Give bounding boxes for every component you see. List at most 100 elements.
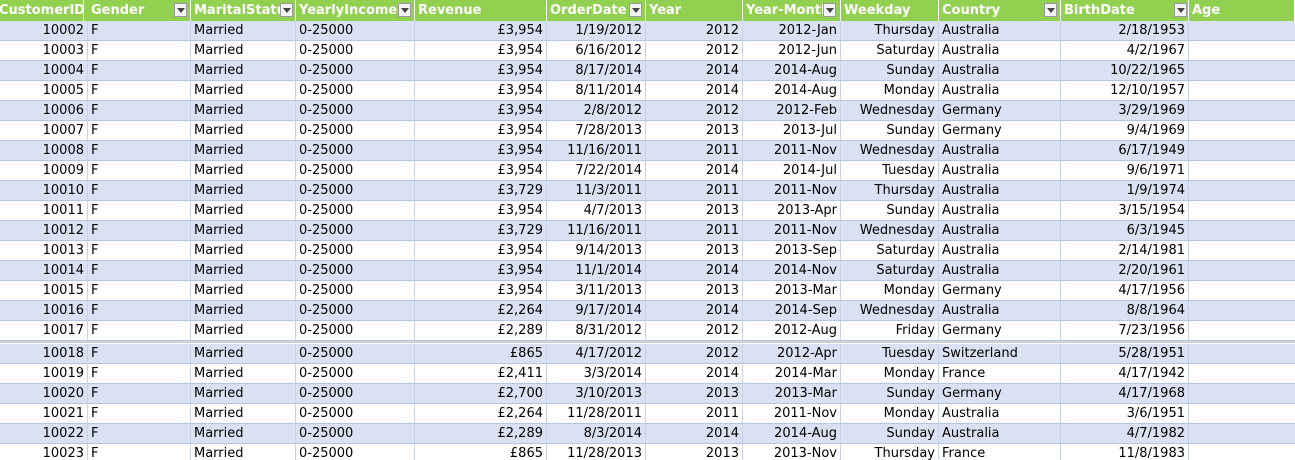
cell-maritalstatus[interactable]: Married [191, 404, 296, 424]
cell-gender[interactable]: F [88, 281, 191, 301]
cell-gender[interactable]: F [88, 101, 191, 121]
filter-dropdown-icon[interactable] [280, 3, 293, 17]
cell-year[interactable]: 2013 [646, 384, 743, 404]
cell-country[interactable]: Germany [939, 101, 1061, 121]
cell-gender[interactable]: F [88, 424, 191, 444]
cell-age[interactable] [1189, 161, 1295, 181]
cell-maritalstatus[interactable]: Married [191, 101, 296, 121]
cell-country[interactable]: Australia [939, 404, 1061, 424]
cell-age[interactable] [1189, 384, 1295, 404]
cell-yearlyincome[interactable]: 0-25000 [296, 364, 415, 384]
cell-orderdate[interactable]: 4/7/2013 [547, 201, 646, 221]
cell-orderdate[interactable]: 9/14/2013 [547, 241, 646, 261]
cell-age[interactable] [1189, 101, 1295, 121]
cell-country[interactable]: Switzerland [939, 344, 1061, 364]
cell-orderdate[interactable]: 8/17/2014 [547, 61, 646, 81]
cell-yearlyincome[interactable]: 0-25000 [296, 344, 415, 364]
cell-age[interactable] [1189, 21, 1295, 41]
cell-year-month[interactable]: 2014-Aug [743, 424, 841, 444]
cell-year-month[interactable]: 2014-Sep [743, 301, 841, 321]
cell-customerid[interactable]: 10008 [0, 141, 88, 161]
cell-year[interactable]: 2011 [646, 181, 743, 201]
cell-age[interactable] [1189, 41, 1295, 61]
cell-year-month[interactable]: 2012-Apr [743, 344, 841, 364]
cell-year-month[interactable]: 2011-Nov [743, 141, 841, 161]
cell-country[interactable]: Germany [939, 321, 1061, 341]
cell-country[interactable]: Australia [939, 301, 1061, 321]
cell-year[interactable]: 2014 [646, 81, 743, 101]
cell-gender[interactable]: F [88, 201, 191, 221]
cell-age[interactable] [1189, 201, 1295, 221]
cell-weekday[interactable]: Sunday [841, 61, 939, 81]
cell-gender[interactable]: F [88, 141, 191, 161]
cell-age[interactable] [1189, 301, 1295, 321]
cell-maritalstatus[interactable]: Married [191, 21, 296, 41]
cell-year[interactable]: 2014 [646, 61, 743, 81]
cell-birthdate[interactable]: 2/18/1953 [1061, 21, 1189, 41]
cell-revenue[interactable]: £3,954 [415, 161, 547, 181]
cell-country[interactable]: Australia [939, 41, 1061, 61]
cell-orderdate[interactable]: 8/3/2014 [547, 424, 646, 444]
cell-customerid[interactable]: 10004 [0, 61, 88, 81]
cell-birthdate[interactable]: 4/2/1967 [1061, 41, 1189, 61]
filter-dropdown-icon[interactable] [629, 3, 642, 17]
cell-weekday[interactable]: Wednesday [841, 141, 939, 161]
cell-gender[interactable]: F [88, 61, 191, 81]
cell-customerid[interactable]: 10006 [0, 101, 88, 121]
cell-orderdate[interactable]: 11/16/2011 [547, 221, 646, 241]
cell-birthdate[interactable]: 3/6/1951 [1061, 404, 1189, 424]
cell-year[interactable]: 2014 [646, 161, 743, 181]
cell-revenue[interactable]: £2,289 [415, 424, 547, 444]
cell-revenue[interactable]: £3,954 [415, 61, 547, 81]
cell-orderdate[interactable]: 3/11/2013 [547, 281, 646, 301]
cell-year-month[interactable]: 2011-Nov [743, 181, 841, 201]
cell-orderdate[interactable]: 6/16/2012 [547, 41, 646, 61]
cell-revenue[interactable]: £3,954 [415, 41, 547, 61]
cell-weekday[interactable]: Thursday [841, 181, 939, 201]
cell-maritalstatus[interactable]: Married [191, 141, 296, 161]
cell-birthdate[interactable]: 9/6/1971 [1061, 161, 1189, 181]
cell-revenue[interactable]: £2,700 [415, 384, 547, 404]
column-header-age[interactable]: Age [1189, 0, 1295, 21]
cell-revenue[interactable]: £3,954 [415, 81, 547, 101]
cell-year-month[interactable]: 2011-Nov [743, 221, 841, 241]
column-header-yearlyincome[interactable]: YearlyIncome [296, 0, 415, 21]
cell-orderdate[interactable]: 7/28/2013 [547, 121, 646, 141]
cell-age[interactable] [1189, 261, 1295, 281]
cell-revenue[interactable]: £3,954 [415, 201, 547, 221]
filter-dropdown-icon[interactable] [174, 3, 187, 17]
cell-year-month[interactable]: 2014-Mar [743, 364, 841, 384]
cell-revenue[interactable]: £865 [415, 344, 547, 364]
cell-customerid[interactable]: 10022 [0, 424, 88, 444]
cell-age[interactable] [1189, 221, 1295, 241]
cell-year-month[interactable]: 2013-Mar [743, 384, 841, 404]
cell-country[interactable]: Australia [939, 141, 1061, 161]
cell-year[interactable]: 2014 [646, 364, 743, 384]
cell-revenue[interactable]: £3,729 [415, 221, 547, 241]
cell-orderdate[interactable]: 8/31/2012 [547, 321, 646, 341]
cell-customerid[interactable]: 10018 [0, 344, 88, 364]
cell-age[interactable] [1189, 344, 1295, 364]
cell-age[interactable] [1189, 321, 1295, 341]
cell-gender[interactable]: F [88, 321, 191, 341]
cell-yearlyincome[interactable]: 0-25000 [296, 384, 415, 404]
cell-maritalstatus[interactable]: Married [191, 281, 296, 301]
cell-country[interactable]: Australia [939, 181, 1061, 201]
cell-country[interactable]: Germany [939, 384, 1061, 404]
cell-revenue[interactable]: £3,954 [415, 141, 547, 161]
cell-maritalstatus[interactable]: Married [191, 384, 296, 404]
cell-orderdate[interactable]: 7/22/2014 [547, 161, 646, 181]
cell-age[interactable] [1189, 404, 1295, 424]
cell-customerid[interactable]: 10010 [0, 181, 88, 201]
cell-orderdate[interactable]: 11/1/2014 [547, 261, 646, 281]
cell-age[interactable] [1189, 444, 1295, 460]
cell-year-month[interactable]: 2011-Nov [743, 404, 841, 424]
cell-orderdate[interactable]: 8/11/2014 [547, 81, 646, 101]
cell-year-month[interactable]: 2013-Nov [743, 444, 841, 460]
cell-yearlyincome[interactable]: 0-25000 [296, 301, 415, 321]
cell-gender[interactable]: F [88, 344, 191, 364]
cell-country[interactable]: Australia [939, 424, 1061, 444]
cell-country[interactable]: Germany [939, 121, 1061, 141]
column-header-birthdate[interactable]: BirthDate [1061, 0, 1189, 21]
